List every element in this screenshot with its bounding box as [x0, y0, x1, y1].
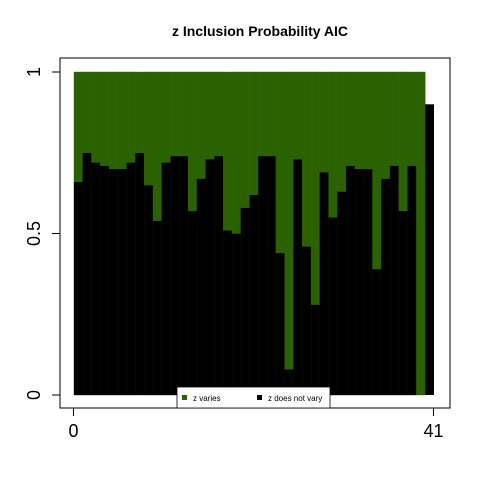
bar-z-varies [284, 71, 294, 370]
bar-z-varies [100, 71, 110, 166]
bar-z-does-not-vary [345, 165, 356, 396]
bar-z-varies [302, 71, 312, 247]
legend-label: z does not vary [268, 394, 322, 403]
bar-z-varies [126, 71, 136, 163]
y-tick-label: 0 [24, 390, 44, 400]
bar-extra [425, 104, 434, 396]
bar-z-does-not-vary [293, 159, 303, 396]
bar-z-varies [389, 71, 400, 166]
legend-box [176, 386, 331, 409]
y-tick-label: 0.5 [24, 221, 44, 246]
bar-z-does-not-vary [249, 194, 259, 396]
bar-z-does-not-vary [187, 210, 198, 396]
y-tick-label: 1 [24, 67, 44, 77]
bar-z-does-not-vary [223, 230, 233, 396]
bar-z-varies [416, 71, 426, 396]
bar-z-varies [205, 71, 215, 160]
bar-z-varies [310, 71, 321, 305]
bar-z-varies [223, 71, 233, 231]
bar-z-does-not-vary [389, 165, 400, 396]
bar-z-does-not-vary [82, 152, 92, 396]
bar-z-varies [240, 71, 250, 208]
bar-z-does-not-vary [161, 162, 171, 396]
bar-z-varies [345, 71, 356, 166]
bar-z-varies [363, 71, 373, 170]
bar-z-varies [152, 71, 163, 221]
bar-z-does-not-vary [310, 304, 321, 396]
bar-z-varies [328, 71, 338, 218]
bar-z-does-not-vary [117, 168, 127, 396]
bar-z-varies [266, 71, 277, 157]
bar-z-varies [108, 71, 119, 170]
bar-z-varies [381, 71, 391, 179]
bar-z-varies [407, 71, 417, 166]
bar-z-varies [293, 71, 303, 160]
bar-z-does-not-vary [363, 168, 373, 396]
bar-z-does-not-vary [126, 162, 136, 396]
legend: z varies z does not vary [176, 386, 331, 409]
bar-z-does-not-vary [196, 178, 206, 396]
bar-z-varies [319, 71, 329, 173]
bar-z-does-not-vary [381, 178, 391, 396]
bar-z-does-not-vary [398, 210, 408, 396]
bar-z-does-not-vary [337, 191, 347, 396]
legend-swatch [182, 395, 187, 400]
bar-z-does-not-vary [258, 155, 268, 396]
bar-z-does-not-vary [170, 155, 180, 396]
bar-z-does-not-vary [407, 165, 417, 396]
bar-z-varies [161, 71, 171, 163]
legend-swatch [257, 395, 262, 400]
bar-z-does-not-vary [231, 233, 242, 396]
bar-z-varies [231, 71, 242, 234]
bar-z-does-not-vary [328, 217, 338, 396]
chart-title: z Inclusion Probability AIC [172, 23, 348, 39]
bar-z-does-not-vary [354, 168, 364, 396]
bar-z-does-not-vary [73, 181, 83, 396]
x-tick-label: 41 [423, 421, 443, 441]
bar-z-varies [144, 71, 154, 186]
bar-z-does-not-vary [144, 184, 154, 396]
bar-z-does-not-vary [319, 171, 329, 396]
bar-z-varies [337, 71, 347, 192]
bar-z-does-not-vary [100, 165, 110, 396]
bar-z-does-not-vary [108, 168, 119, 396]
bar-z-does-not-vary [372, 268, 382, 396]
bar-z-does-not-vary [214, 155, 224, 396]
bar-z-does-not-vary [135, 152, 145, 396]
axes: 0 41 0 0.5 1 [24, 67, 444, 441]
bar-z-varies [398, 71, 408, 212]
bar-z-varies [249, 71, 259, 195]
bar-z-varies [82, 71, 92, 153]
bar-z-varies [179, 71, 189, 157]
bar-z-varies [258, 71, 268, 157]
bar-z-does-not-vary [240, 207, 250, 396]
x-tick-label: 0 [68, 421, 78, 441]
legend-label: z varies [193, 394, 221, 403]
bar-z-varies [372, 71, 382, 270]
bar-z-does-not-vary [302, 246, 312, 396]
bar-z-varies [91, 71, 101, 163]
plot-area [73, 71, 434, 396]
bar-z-does-not-vary [91, 162, 101, 396]
bar-z-varies [275, 71, 285, 254]
bar-z-varies [135, 71, 145, 153]
bar-z-varies [73, 71, 83, 183]
bar-z-does-not-vary [152, 220, 163, 396]
bar-z-does-not-vary [266, 155, 277, 396]
bar-z-varies [170, 71, 180, 157]
bar-z-varies [214, 71, 224, 157]
bar-z-does-not-vary [205, 159, 215, 396]
bar-z-does-not-vary [179, 155, 189, 396]
bar-z-varies [187, 71, 198, 212]
bar-z-does-not-vary [275, 252, 285, 396]
bar-z-varies [117, 71, 127, 170]
bar-z-varies [196, 71, 206, 179]
bar-z-varies [354, 71, 364, 170]
